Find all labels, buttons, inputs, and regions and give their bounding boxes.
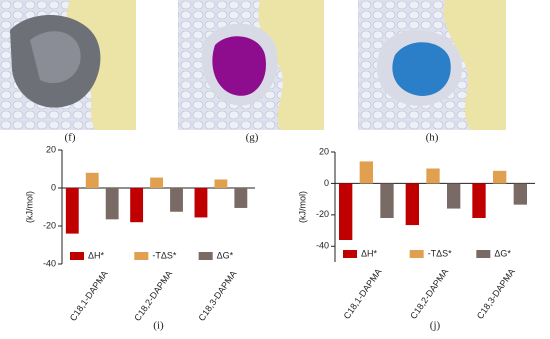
- bar: [339, 183, 353, 240]
- x-tick-label: C18,3-DAPMA: [197, 269, 239, 323]
- panel-label: (h): [426, 132, 439, 144]
- bar: [214, 179, 228, 188]
- y-tick-label: 0: [324, 178, 329, 188]
- legend-label: -TΔS*: [152, 250, 177, 260]
- bar: [150, 177, 164, 188]
- bar: [493, 170, 507, 184]
- bar: [447, 183, 461, 209]
- legend-swatch: [476, 250, 491, 258]
- bar: [130, 188, 144, 223]
- legend-swatch: [134, 252, 149, 260]
- image-f: [0, 0, 136, 130]
- legend-swatch: [198, 252, 213, 260]
- bar: [359, 161, 373, 184]
- y-tick-label: 20: [46, 144, 56, 154]
- legend-swatch: [343, 250, 357, 258]
- y-tick-label: -40: [43, 258, 56, 268]
- x-tick-label: C18,1-DAPMA: [342, 267, 384, 321]
- image-h: [358, 0, 506, 130]
- x-tick-label: C18,2-DAPMA: [408, 267, 450, 321]
- x-tick-label: C18,1-DAPMA: [68, 269, 110, 323]
- legend-label: -TΔS*: [428, 248, 453, 258]
- x-tick-label: C18,2-DAPMA: [132, 269, 174, 323]
- y-tick-label: 0: [51, 182, 56, 192]
- panel-label: (j): [430, 320, 441, 332]
- legend-label: ΔH*: [88, 250, 105, 260]
- bar: [405, 183, 419, 226]
- bar: [472, 183, 486, 218]
- bar: [85, 172, 99, 188]
- y-axis-label: (kJ/mol): [297, 191, 307, 223]
- y-tick-label: -40: [316, 241, 329, 251]
- bar: [513, 183, 527, 205]
- legend-swatch: [409, 250, 424, 258]
- y-tick-label: 20: [319, 146, 329, 156]
- bar: [105, 188, 119, 220]
- legend-label: ΔG*: [494, 248, 511, 258]
- panel-label: (g): [246, 132, 259, 144]
- legend-swatch: [70, 252, 84, 260]
- panel-label: (f): [65, 132, 76, 144]
- bar: [170, 188, 183, 212]
- bar: [380, 183, 394, 218]
- bar: [234, 188, 248, 208]
- image-g: [178, 0, 324, 130]
- bar: [194, 188, 208, 218]
- legend-label: ΔH*: [361, 248, 378, 258]
- y-tick-label: -20: [43, 220, 56, 230]
- y-tick-label: -20: [316, 209, 329, 219]
- panel-label: (i): [153, 320, 164, 332]
- bar: [65, 188, 79, 234]
- x-tick-label: C18,3-DAPMA: [475, 267, 517, 321]
- bar: [426, 168, 440, 184]
- legend-label: ΔG*: [217, 250, 234, 260]
- y-axis-label: (kJ/mol): [24, 191, 34, 223]
